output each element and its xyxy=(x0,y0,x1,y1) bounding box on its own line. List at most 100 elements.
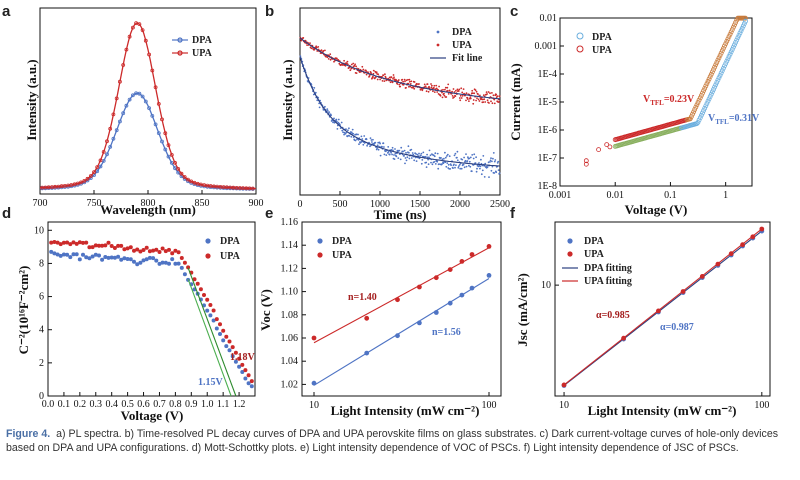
data-point-dpa xyxy=(299,55,302,57)
data-point-upa xyxy=(147,249,152,254)
data-point-dpa xyxy=(405,151,407,154)
panel-letter-b: b xyxy=(265,3,274,20)
fit-line-dpa xyxy=(299,56,501,167)
data-point-upa xyxy=(349,69,352,72)
data-point-upa xyxy=(361,65,364,68)
panel-a-legend: DPA UPA xyxy=(172,35,213,59)
data-point-upa xyxy=(373,77,376,80)
data-point-dpa xyxy=(182,272,187,277)
data-point-upa xyxy=(353,64,356,67)
data-point-dpa xyxy=(379,154,382,157)
data-point-upa xyxy=(498,101,500,103)
legend-upa-fitting: UPA fitting xyxy=(584,276,632,287)
data-point-dpa xyxy=(405,159,408,162)
x-tick-label: 0.6 xyxy=(137,399,150,410)
data-point-upa xyxy=(491,102,494,105)
data-point-dpa xyxy=(167,261,171,266)
data-point-upa xyxy=(483,98,486,101)
data-point-upa xyxy=(167,247,171,252)
panel-b-legend: DPA UPA Fit line xyxy=(430,27,483,64)
data-point-dpa xyxy=(170,257,175,262)
y-tick-label: 1.16 xyxy=(281,217,299,228)
data-point-upa xyxy=(75,181,80,186)
x-tick-label: 10 xyxy=(309,400,319,411)
data-point-dpa xyxy=(497,169,500,172)
data-point-dpa xyxy=(440,157,442,159)
data-point-upa xyxy=(138,249,143,254)
legend-upa-marker xyxy=(436,43,440,47)
data-point-dpa xyxy=(446,153,449,156)
data-point-dpa xyxy=(694,121,700,126)
data-point-dpa xyxy=(351,128,354,131)
legend-upa: UPA xyxy=(192,48,213,59)
y-tick-label: 0.001 xyxy=(535,41,558,52)
data-point-upa xyxy=(410,80,413,83)
data-point-dpa xyxy=(218,332,222,336)
data-point-upa xyxy=(447,267,453,272)
data-point-upa xyxy=(486,93,488,95)
data-point-upa xyxy=(408,85,410,88)
data-point-upa xyxy=(401,78,404,81)
data-point-dpa xyxy=(391,153,393,156)
data-point-dpa xyxy=(723,61,729,66)
legend-dpa: DPA xyxy=(452,27,473,38)
data-point-dpa xyxy=(140,94,145,99)
data-point-dpa xyxy=(729,47,735,52)
data-point-dpa xyxy=(357,133,359,136)
data-point-dpa xyxy=(697,115,703,121)
data-point-upa xyxy=(703,83,709,89)
data-point-dpa xyxy=(221,338,226,343)
data-point-upa xyxy=(173,248,178,253)
data-point-dpa xyxy=(316,99,319,102)
data-point-upa xyxy=(475,99,477,102)
data-point-upa xyxy=(407,82,410,85)
data-point-upa xyxy=(702,86,708,91)
data-point-upa xyxy=(143,38,148,43)
data-point-upa xyxy=(122,247,127,252)
data-point-upa xyxy=(195,281,200,286)
data-point-upa xyxy=(388,76,391,79)
data-point-upa xyxy=(370,72,372,74)
data-point-upa xyxy=(153,85,158,90)
legend-upa-marker xyxy=(576,45,584,53)
data-point-dpa xyxy=(71,252,76,257)
data-point-upa xyxy=(473,92,476,95)
data-point-dpa xyxy=(438,163,440,166)
data-point-dpa xyxy=(457,166,460,169)
data-point-upa xyxy=(87,245,92,250)
data-point-upa xyxy=(408,80,411,83)
data-point-dpa xyxy=(456,156,458,159)
data-point-upa xyxy=(442,88,444,91)
data-point-upa xyxy=(482,94,485,97)
data-point-dpa xyxy=(482,155,485,157)
annotation-alpha-upa: α=0.985 xyxy=(596,310,630,321)
data-point-upa xyxy=(160,246,165,251)
data-point-dpa xyxy=(342,131,344,134)
x-tick-label: 500 xyxy=(333,199,348,210)
data-point-upa xyxy=(689,114,694,119)
data-point-dpa xyxy=(446,162,449,165)
data-point-dpa xyxy=(415,153,417,155)
data-point-dpa xyxy=(706,96,712,102)
data-point-upa xyxy=(173,160,177,165)
data-point-upa xyxy=(479,94,481,97)
data-point-upa xyxy=(154,247,159,252)
data-point-upa xyxy=(439,94,442,97)
data-point-dpa xyxy=(716,75,722,81)
data-point-upa xyxy=(485,91,488,93)
data-point-dpa xyxy=(147,255,152,260)
data-point-upa xyxy=(151,248,156,253)
data-point-upa xyxy=(249,379,254,384)
data-point-dpa xyxy=(208,313,213,318)
data-point-dpa xyxy=(707,94,713,99)
data-point-upa xyxy=(699,274,705,279)
data-point-dpa xyxy=(387,150,390,153)
data-point-upa xyxy=(240,362,245,367)
data-point-dpa xyxy=(318,102,320,105)
data-point-upa xyxy=(74,241,79,246)
panel-f-legend: DPA UPA DPA fitting UPA fitting xyxy=(562,236,632,287)
y-tick-label: 1.10 xyxy=(281,287,299,298)
data-point-upa xyxy=(444,86,447,89)
data-point-dpa xyxy=(388,153,391,156)
data-point-dpa xyxy=(124,103,129,108)
